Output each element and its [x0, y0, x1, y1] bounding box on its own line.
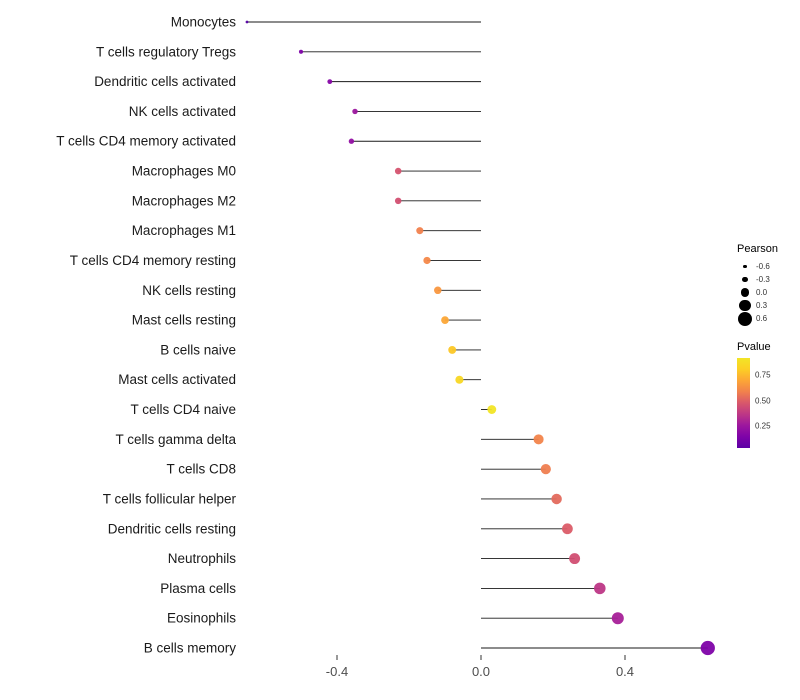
category-label: Monocytes — [171, 15, 237, 30]
category-label: Macrophages M1 — [132, 223, 236, 238]
data-point — [416, 227, 424, 235]
data-point — [394, 197, 402, 205]
data-point — [448, 345, 457, 354]
size-legend-entry: -0.3 — [737, 273, 799, 286]
size-legend-dot-cell — [737, 288, 753, 297]
data-point — [348, 138, 355, 144]
data-point — [245, 20, 249, 24]
size-legend-dot — [743, 264, 747, 269]
x-tick-label: 0.4 — [616, 664, 634, 679]
size-legend-dot-cell — [737, 311, 753, 326]
colorbar-tick-label: 0.75 — [755, 370, 771, 380]
data-point — [394, 167, 402, 175]
category-label: T cells CD4 memory resting — [70, 253, 236, 268]
data-point — [298, 49, 304, 54]
category-label: T cells regulatory Tregs — [96, 44, 236, 59]
colorbar-tick-label: 0.50 — [755, 396, 771, 406]
pearson-legend-title: Pearson — [737, 243, 778, 255]
category-label: Macrophages M2 — [132, 193, 236, 208]
size-legend-dot-cell — [737, 276, 753, 283]
size-legend-label: 0.3 — [756, 301, 768, 310]
data-point — [423, 256, 431, 265]
data-point — [700, 640, 715, 656]
size-legend-dot — [738, 311, 752, 326]
data-point — [441, 316, 449, 324]
data-point — [487, 405, 497, 414]
size-legend-dot — [739, 299, 751, 312]
pearson-size-legend: -0.6 -0.3 0.0 0.3 0.6 — [737, 260, 799, 326]
size-legend-dot-cell — [737, 264, 753, 269]
size-legend-dot — [740, 288, 750, 297]
size-legend-dot — [742, 276, 748, 283]
data-point — [569, 553, 581, 565]
colorbar-tick-label: 0.25 — [755, 421, 771, 431]
pvalue-legend: Pvalue 0.75 0.50 0.25 — [737, 341, 799, 454]
category-label: Mast cells resting — [132, 313, 236, 328]
x-tick-label: -0.4 — [326, 664, 348, 679]
data-point — [562, 523, 573, 535]
category-label: Macrophages M0 — [132, 164, 236, 179]
data-point — [533, 434, 544, 445]
legend-panel: Pearson -0.6 -0.3 0.0 0.3 0.6 Pvalue 0.75 0.… — [737, 243, 799, 454]
size-legend-dot-cell — [737, 299, 753, 312]
category-label: T cells CD8 — [166, 462, 236, 477]
category-label: Plasma cells — [160, 581, 236, 596]
pvalue-legend-title: Pvalue — [737, 341, 771, 353]
data-point — [540, 464, 551, 475]
category-label: Dendritic cells resting — [108, 521, 236, 536]
x-tick-label: 0.0 — [472, 664, 490, 679]
data-point — [434, 286, 442, 295]
category-label: Dendritic cells activated — [94, 74, 236, 89]
size-legend-entry: 0.3 — [737, 299, 799, 312]
category-label: B cells naive — [160, 342, 236, 357]
category-label: NK cells activated — [129, 104, 236, 119]
category-label: Mast cells activated — [118, 372, 236, 387]
size-legend-entry: -0.6 — [737, 260, 799, 273]
category-label: NK cells resting — [142, 283, 236, 298]
data-point — [455, 375, 464, 384]
data-point — [327, 79, 333, 85]
size-legend-entry: 0.0 — [737, 286, 799, 299]
size-legend-label: -0.3 — [756, 275, 770, 284]
category-label: T cells gamma delta — [115, 432, 236, 447]
size-legend-label: -0.6 — [756, 262, 770, 271]
data-point — [611, 612, 624, 625]
size-legend-label: 0.0 — [756, 288, 768, 297]
category-label: B cells memory — [144, 641, 237, 656]
data-point — [352, 108, 358, 115]
pvalue-colorbar-wrap: 0.75 0.50 0.25 — [737, 358, 799, 454]
category-label: T cells CD4 memory activated — [56, 134, 236, 149]
data-point — [551, 493, 562, 505]
size-legend-label: 0.6 — [756, 314, 768, 323]
category-label: Eosinophils — [167, 611, 236, 626]
size-legend-entry: 0.6 — [737, 311, 799, 326]
category-label: T cells CD4 naive — [130, 402, 236, 417]
pvalue-colorbar — [737, 358, 750, 448]
data-point — [594, 582, 606, 595]
category-label: Neutrophils — [168, 551, 237, 566]
category-label: T cells follicular helper — [103, 491, 237, 506]
